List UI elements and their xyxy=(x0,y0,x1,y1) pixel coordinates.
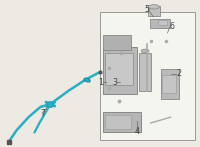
Ellipse shape xyxy=(141,49,149,53)
FancyBboxPatch shape xyxy=(103,35,131,50)
FancyBboxPatch shape xyxy=(103,47,137,94)
Text: 5: 5 xyxy=(144,5,149,14)
Ellipse shape xyxy=(84,78,90,82)
Text: 7: 7 xyxy=(41,109,46,118)
Text: 4: 4 xyxy=(134,127,139,136)
Text: 3: 3 xyxy=(112,78,117,87)
FancyBboxPatch shape xyxy=(158,20,167,25)
FancyBboxPatch shape xyxy=(148,6,160,16)
Text: 1: 1 xyxy=(98,78,103,87)
FancyBboxPatch shape xyxy=(150,19,170,28)
FancyBboxPatch shape xyxy=(161,69,179,98)
Text: 6: 6 xyxy=(170,22,175,31)
Bar xyxy=(100,12,195,141)
FancyBboxPatch shape xyxy=(139,53,151,91)
FancyBboxPatch shape xyxy=(162,75,176,93)
FancyBboxPatch shape xyxy=(105,53,133,85)
Text: 2: 2 xyxy=(176,69,181,78)
Ellipse shape xyxy=(149,5,159,9)
FancyBboxPatch shape xyxy=(103,112,141,132)
FancyBboxPatch shape xyxy=(105,115,131,129)
